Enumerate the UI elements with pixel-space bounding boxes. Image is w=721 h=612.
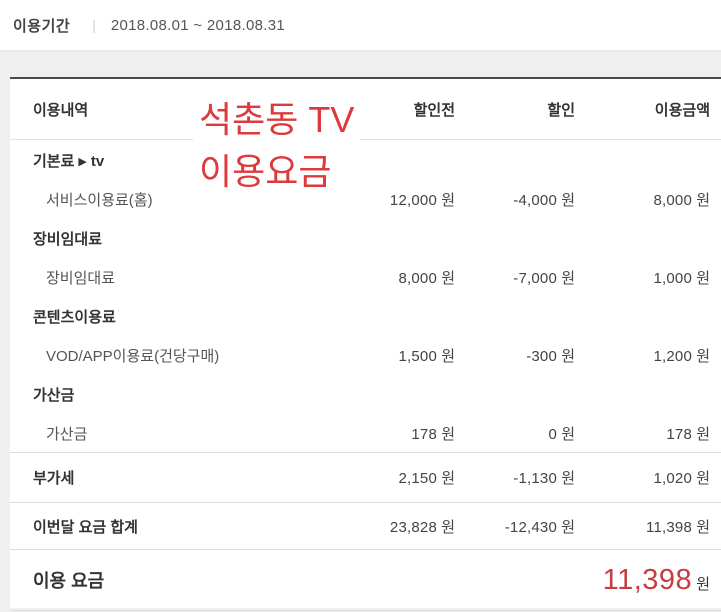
col-header-before-discount: 할인전 <box>413 101 455 119</box>
cell-discount: -1,130 원 <box>513 470 575 487</box>
col-header-amount: 이용금액 <box>654 101 710 119</box>
grand-total-unit: 원 <box>696 575 710 593</box>
usage-period-label: 이용기간 <box>13 17 71 35</box>
grand-total-amount: 11,398 <box>602 563 693 596</box>
cell-before: 178 원 <box>411 425 455 443</box>
col-header-discount: 할인 <box>547 101 575 119</box>
cell-before: 2,150 원 <box>398 470 455 487</box>
col-header-detail: 이용내역 <box>33 101 89 119</box>
annotation-line2: 이용요금 <box>199 151 332 193</box>
group-label: 장비임대료 <box>33 230 103 248</box>
vat-row: 부가세 2,150 원 -1,130 원 1,020 원 <box>10 452 721 502</box>
table-row: 서비스이용료(홈) 12,000 원 -4,000 원 8,000 원 <box>10 180 721 218</box>
table-row: VOD/APP이용료(건당구매) 1,500 원 -300 원 1,200 원 <box>10 336 721 374</box>
cell-amount: 8,000 원 <box>653 191 710 209</box>
group-row-basic-fee: 기본료 ▶ tv <box>10 140 721 180</box>
item-label: VOD/APP이용료(건당구매) <box>46 347 220 365</box>
cell-before: 1,500 원 <box>398 347 455 365</box>
cell-before: 12,000 원 <box>389 191 455 209</box>
cell-before: 23,828 원 <box>389 518 455 536</box>
cell-discount: -12,430 원 <box>504 518 575 536</box>
monthly-total-label: 이번달 요금 합계 <box>33 518 138 536</box>
triangle-right-icon: ▶ <box>78 155 87 168</box>
cell-amount: 1,000 원 <box>653 269 710 287</box>
item-label: 서비스이용료(홈) <box>46 191 153 209</box>
item-label: 가산금 <box>46 425 88 443</box>
group-label: 기본료 ▶ tv <box>33 152 105 170</box>
group-row-surcharge: 가산금 <box>10 374 721 414</box>
group-row-content-fee: 콘텐츠이용료 <box>10 296 721 336</box>
grand-total-label: 이용 요금 <box>33 571 105 591</box>
cell-discount: -7,000 원 <box>513 269 575 287</box>
divider: | <box>92 17 96 33</box>
grand-total-row: 이용 요금 11,398 원 <box>10 549 721 611</box>
group-label: 가산금 <box>33 386 75 404</box>
cell-amount: 11,398 원 <box>646 518 710 536</box>
cell-amount: 1,200 원 <box>653 347 710 365</box>
cell-discount: -4,000 원 <box>513 191 575 209</box>
item-label: 장비임대료 <box>46 269 116 287</box>
table-header-row: 이용내역 할인전 할인 이용금액 <box>10 79 721 140</box>
cell-before: 8,000 원 <box>398 269 455 287</box>
group-row-equipment-rental: 장비임대료 <box>10 218 721 258</box>
grand-total-value: 11,398 원 <box>372 563 710 597</box>
billing-table: 이용내역 할인전 할인 이용금액 기본료 ▶ tv 서비스이용료(홈) 12,000… <box>10 77 721 611</box>
annotation-line1: 석촌동 TV <box>199 99 355 140</box>
table-row: 가산금 178 원 0 원 178 원 <box>10 414 721 452</box>
cell-discount: 0 원 <box>548 425 575 443</box>
cell-amount: 1,020 원 <box>653 470 710 487</box>
vat-label: 부가세 <box>33 470 75 487</box>
table-row: 장비임대료 8,000 원 -7,000 원 1,000 원 <box>10 258 721 296</box>
red-annotation-overlay: 석촌동 TV 이용요금 <box>193 92 361 203</box>
usage-period-bar: 이용기간 | 2018.08.01 ~ 2018.08.31 <box>0 0 721 51</box>
monthly-total-row: 이번달 요금 합계 23,828 원 -12,430 원 11,398 원 <box>10 502 721 549</box>
cell-amount: 178 원 <box>666 425 710 443</box>
cell-discount: -300 원 <box>526 347 575 365</box>
group-label: 콘텐츠이용료 <box>33 308 116 326</box>
usage-period-value: 2018.08.01 ~ 2018.08.31 <box>110 16 285 34</box>
